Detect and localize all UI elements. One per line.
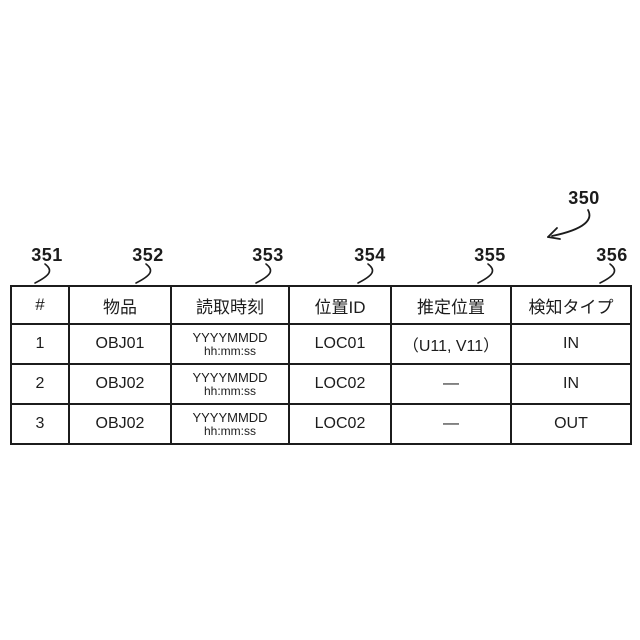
column-ref-354: 354 [354,245,386,265]
column-header-read-time: 読取時刻 [170,285,290,325]
read-time-clock: hh:mm:ss [203,343,256,358]
cell-number: 2 [10,363,70,405]
detection-record-table: # 物品 読取時刻 位置ID 推定位置 検知タイプ 1 OBJ01 YYYYMM… [10,285,632,445]
cell-detection-type: IN [510,323,632,365]
figure-ref-350: 350 [568,188,600,208]
column-ref-353: 353 [252,245,284,265]
ref-leader-356 [599,263,616,284]
cell-location-id: LOC02 [288,363,392,405]
cell-item: OBJ02 [68,363,172,405]
ref-leader-353 [255,263,272,284]
ref-leader-351 [34,263,51,284]
column-ref-355: 355 [474,245,506,265]
cell-detection-type: IN [510,363,632,405]
column-ref-356: 356 [596,245,628,265]
cell-estimated-position: — [390,363,512,405]
cell-estimated-position: — [390,403,512,445]
cell-read-time: YYYYMMDD hh:mm:ss [170,363,290,405]
read-time-clock: hh:mm:ss [203,423,256,438]
column-header-number: # [10,285,70,325]
table-row: 1 OBJ01 YYYYMMDD hh:mm:ss LOC01 （U11, V1… [10,323,632,365]
table-row: 3 OBJ02 YYYYMMDD hh:mm:ss LOC02 — OUT [10,403,632,445]
table-row: 2 OBJ02 YYYYMMDD hh:mm:ss LOC02 — IN [10,363,632,405]
read-time-date: YYYYMMDD [192,409,268,425]
cell-number: 1 [10,323,70,365]
ref-350-arrow-icon [547,209,591,240]
cell-estimated-position: （U11, V11） [390,323,512,365]
cell-read-time: YYYYMMDD hh:mm:ss [170,403,290,445]
ref-leader-354 [357,263,374,284]
column-header-item: 物品 [68,285,172,325]
ref-leader-355 [477,263,494,284]
cell-item: OBJ01 [68,323,172,365]
cell-item: OBJ02 [68,403,172,445]
cell-detection-type: OUT [510,403,632,445]
ref-leader-lines [34,263,616,284]
cell-location-id: LOC02 [288,403,392,445]
column-ref-352: 352 [132,245,164,265]
column-header-estimated-position: 推定位置 [390,285,512,325]
column-header-detection-type: 検知タイプ [510,285,632,325]
read-time-clock: hh:mm:ss [203,383,256,398]
cell-read-time: YYYYMMDD hh:mm:ss [170,323,290,365]
read-time-date: YYYYMMDD [192,369,268,385]
cell-number: 3 [10,403,70,445]
ref-leader-352 [135,263,152,284]
column-header-location-id: 位置ID [288,285,392,325]
cell-location-id: LOC01 [288,323,392,365]
read-time-date: YYYYMMDD [192,329,268,345]
header-row: # 物品 読取時刻 位置ID 推定位置 検知タイプ [10,285,632,325]
column-ref-351: 351 [31,245,63,265]
